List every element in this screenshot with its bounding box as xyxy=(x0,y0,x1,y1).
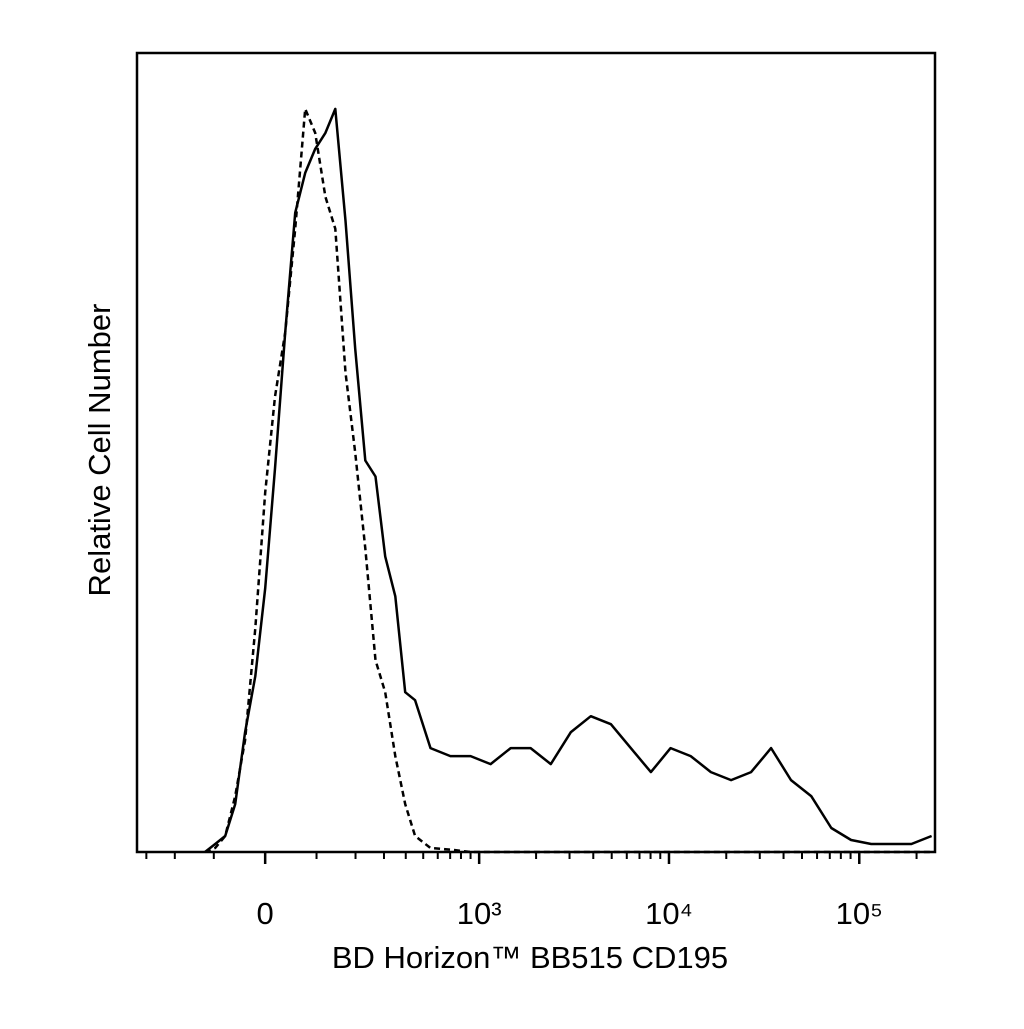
x-tick-label: 10³ xyxy=(457,896,502,931)
x-axis-title: BD Horizon™ BB515 CD195 xyxy=(332,940,728,975)
histogram-line xyxy=(204,107,932,854)
plot-frame xyxy=(135,51,937,854)
x-tick-label: 10⁵ xyxy=(836,896,883,931)
x-tick-label: 10⁴ xyxy=(645,896,693,931)
x-tick-label: 0 xyxy=(257,896,274,931)
y-axis-title: Relative Cell Number xyxy=(82,304,117,597)
histogram-line xyxy=(204,107,933,853)
